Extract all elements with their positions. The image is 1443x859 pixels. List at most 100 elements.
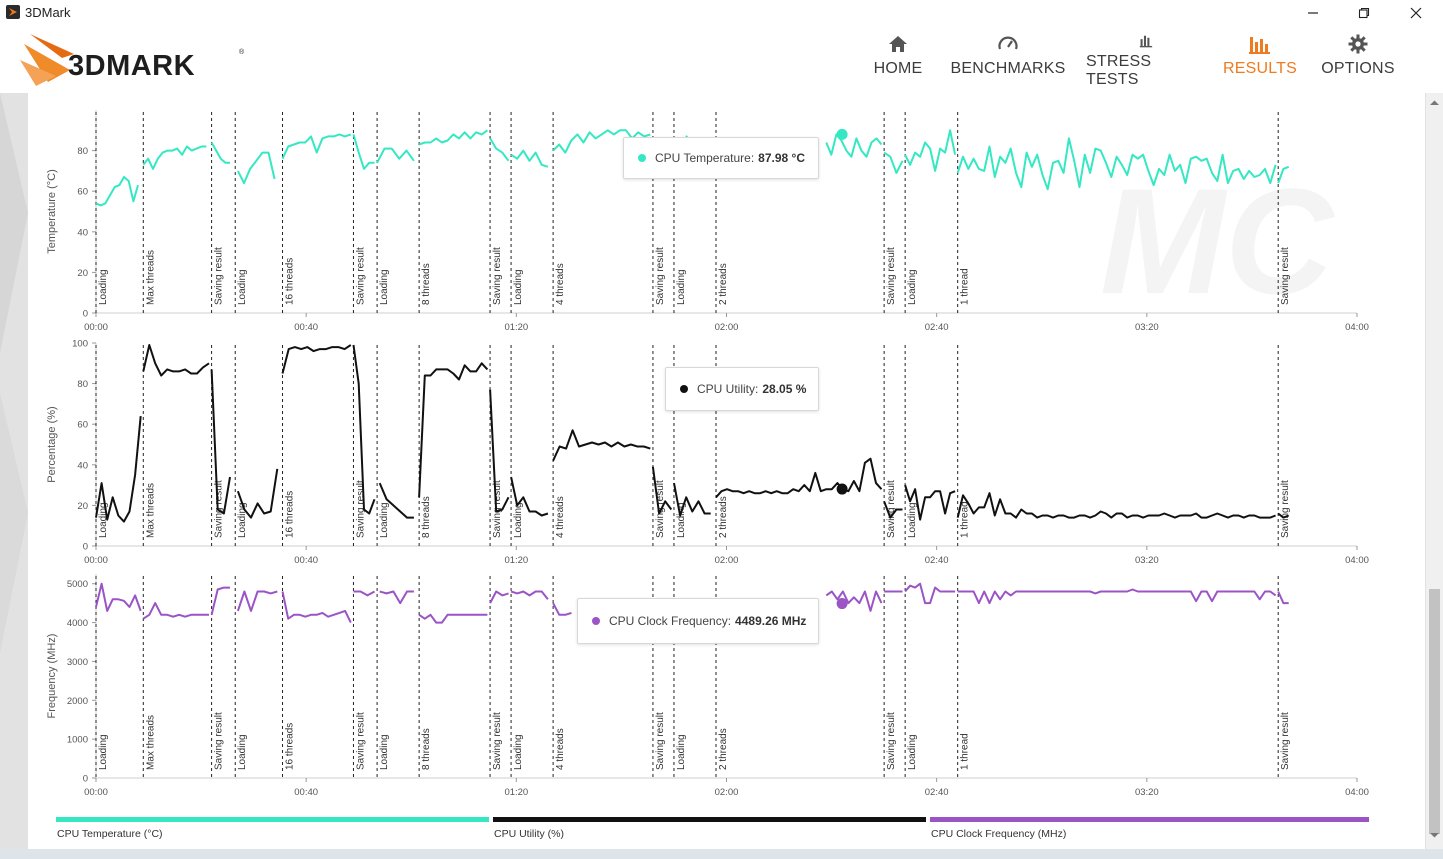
utility-tooltip-dot bbox=[680, 385, 688, 393]
scroll-up-icon[interactable] bbox=[1426, 97, 1443, 109]
utility-phase-label: Loading bbox=[513, 502, 524, 538]
temperature-x-tick-label: 03:20 bbox=[1135, 322, 1159, 333]
frequency-series-line bbox=[353, 590, 375, 597]
maximize-button[interactable] bbox=[1338, 0, 1390, 25]
frequency-x-tick-label: 00:40 bbox=[294, 787, 318, 798]
utility-series-line bbox=[281, 344, 352, 374]
frequency-x-tick-label: 01:20 bbox=[504, 787, 528, 798]
temperature-series-line bbox=[956, 137, 1277, 191]
frequency-hover-point bbox=[836, 598, 848, 610]
nav-benchmarks-label: BENCHMARKS bbox=[950, 60, 1066, 77]
legend-frequency[interactable]: CPU Clock Frequency (MHz) bbox=[930, 817, 1369, 847]
utility-series-line bbox=[95, 416, 142, 523]
svg-text:MC: MC bbox=[1100, 157, 1336, 325]
utility-series-line bbox=[510, 476, 549, 517]
temperature-phase-label: 4 threads bbox=[555, 263, 566, 305]
frequency-y-tick-label: 2000 bbox=[67, 696, 88, 707]
frequency-x-tick-label: 04:00 bbox=[1345, 787, 1369, 798]
utility-phase-label: Saving result bbox=[214, 480, 225, 538]
frequency-phase-label: Loading bbox=[907, 734, 918, 770]
close-button[interactable] bbox=[1390, 0, 1442, 25]
temperature-x-tick-label: 02:40 bbox=[925, 322, 949, 333]
frequency-series-line bbox=[95, 582, 142, 612]
frequency-phase-label: 4 threads bbox=[555, 728, 566, 770]
temperature-series-line bbox=[142, 145, 207, 170]
utility-phase-label: Saving result bbox=[492, 480, 503, 538]
utility-hover-point bbox=[836, 483, 848, 495]
frequency-y-axis-label: Frequency (MHz) bbox=[46, 634, 58, 719]
utility-series-line bbox=[715, 457, 883, 498]
utility-x-tick-label: 01:20 bbox=[504, 555, 528, 566]
temperature-series-line bbox=[237, 151, 276, 185]
temperature-phase-label: Loading bbox=[676, 269, 687, 305]
close-icon bbox=[1410, 7, 1422, 18]
legend-temperature[interactable]: CPU Temperature (°C) bbox=[56, 817, 489, 847]
utility-phase-label: Loading bbox=[676, 502, 687, 538]
temperature-phase-label: Saving result bbox=[1280, 247, 1291, 305]
utility-y-tick-label: 100 bbox=[72, 339, 88, 350]
temperature-x-tick-label: 02:00 bbox=[715, 322, 739, 333]
utility-y-axis-label: Percentage (%) bbox=[46, 406, 58, 482]
utility-phase-label: Saving result bbox=[1280, 480, 1291, 538]
nav-results[interactable]: RESULTS bbox=[1222, 33, 1298, 89]
temperature-y-axis-label: Temperature (°C) bbox=[46, 169, 58, 253]
window-title: 3DMark bbox=[25, 5, 71, 20]
scroll-thumb[interactable] bbox=[1429, 589, 1440, 834]
frequency-phase-label: Loading bbox=[98, 734, 109, 770]
minimize-icon bbox=[1308, 11, 1318, 14]
gauge-icon bbox=[998, 36, 1018, 50]
temperature-series-line bbox=[1277, 165, 1290, 184]
temperature-phase-label: 8 threads bbox=[421, 263, 432, 305]
frequency-series-line bbox=[552, 602, 572, 616]
utility-series-line bbox=[904, 484, 956, 521]
vertical-scrollbar[interactable] bbox=[1426, 93, 1443, 849]
frequency-tooltip-dot bbox=[592, 617, 600, 625]
legend-temperature-label: CPU Temperature (°C) bbox=[57, 828, 163, 840]
utility-phase-label: Loading bbox=[379, 502, 390, 538]
frequency-y-tick-label: 0 bbox=[83, 774, 88, 785]
temperature-chart: 0 20 40 60 80 Temperature (°C) 00:00 00:40 01:20… bbox=[46, 110, 1369, 333]
gear-icon bbox=[1348, 34, 1368, 54]
temperature-series-line bbox=[904, 129, 957, 172]
frequency-phase-label: 8 threads bbox=[421, 728, 432, 770]
frequency-series-line bbox=[418, 613, 488, 624]
temperature-phase-label: 1 thread bbox=[960, 268, 971, 305]
utility-phase-label: Max threads bbox=[145, 483, 156, 538]
bar-chart-icon bbox=[1139, 35, 1153, 48]
frequency-series-line bbox=[281, 591, 352, 624]
nav-stress-tests-label: STRESS TESTS bbox=[1086, 53, 1152, 88]
nav-options[interactable]: OPTIONS bbox=[1316, 33, 1400, 89]
utility-series-line bbox=[651, 466, 673, 515]
legend-temperature-swatch bbox=[56, 817, 489, 822]
utility-phase-label: Loading bbox=[98, 502, 109, 538]
frequency-phase-label: Loading bbox=[513, 734, 524, 770]
temperature-y-tick-label: 40 bbox=[77, 227, 88, 238]
legend-utility[interactable]: CPU Utility (%) bbox=[493, 817, 926, 847]
temperature-x-tick-label: 01:20 bbox=[504, 322, 528, 333]
temperature-series-line bbox=[95, 176, 139, 207]
frequency-y-tick-label: 5000 bbox=[67, 579, 88, 590]
minimize-button[interactable] bbox=[1287, 0, 1339, 25]
watermark: MC bbox=[1100, 157, 1336, 325]
3dmark-logo[interactable]: 3DMARK ® bbox=[18, 30, 248, 88]
temperature-series-line bbox=[825, 133, 883, 158]
utility-phase-label: 1 thread bbox=[960, 501, 971, 538]
temperature-series-line bbox=[281, 133, 352, 160]
nav-home[interactable]: HOME bbox=[866, 33, 930, 89]
nav-results-label: RESULTS bbox=[1222, 60, 1297, 77]
results-panel: MC bbox=[28, 93, 1425, 859]
nav-stress-tests[interactable]: STRESS TESTS bbox=[1086, 33, 1206, 89]
scroll-down-icon[interactable] bbox=[1426, 829, 1443, 841]
legend-frequency-label: CPU Clock Frequency (MHz) bbox=[931, 828, 1067, 840]
frequency-y-tick-label: 1000 bbox=[67, 735, 88, 746]
frequency-series-line bbox=[489, 590, 509, 604]
nav-benchmarks[interactable]: BENCHMARKS bbox=[946, 33, 1070, 89]
logo-text: 3DMARK bbox=[68, 50, 195, 82]
utility-phase-label: 2 threads bbox=[718, 496, 729, 538]
frequency-tooltip-label: CPU Clock Frequency: bbox=[609, 614, 732, 628]
nav-options-label: OPTIONS bbox=[1321, 60, 1395, 77]
frequency-phase-label: Loading bbox=[237, 734, 248, 770]
temperature-series-line bbox=[210, 142, 230, 164]
utility-x-tick-label: 00:40 bbox=[294, 555, 318, 566]
